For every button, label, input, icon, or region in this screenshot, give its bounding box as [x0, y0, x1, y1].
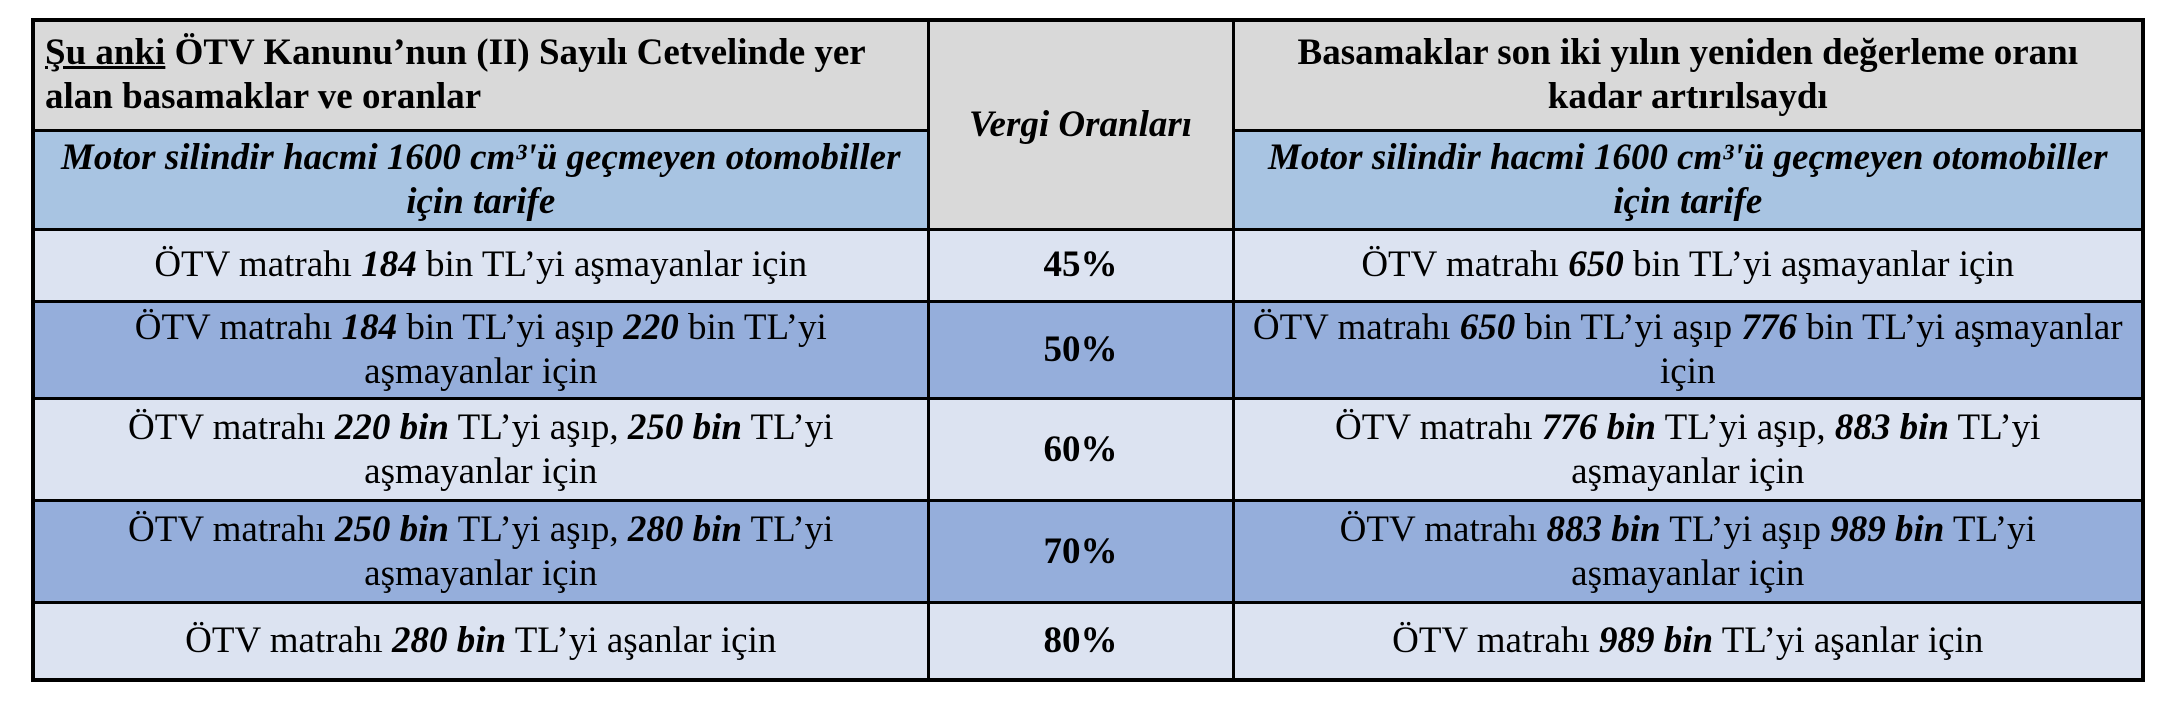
tax-rate: 80%: [926, 601, 1235, 682]
table-row: ÖTV matrahı 250 bin TL’yi aşıp, 280 bin …: [31, 499, 2145, 605]
header-current-underlined: Şu anki: [45, 32, 166, 74]
header-revalued-brackets: Basamaklar son iki yılın yeniden değerle…: [1231, 18, 2145, 132]
tax-rate: 45%: [926, 228, 1235, 303]
bracket-revalued: ÖTV matrahı 650 bin TL’yi aşıp 776 bin T…: [1231, 299, 2145, 401]
bracket-revalued: ÖTV matrahı 650 bin TL’yi aşmayanlar içi…: [1231, 228, 2145, 303]
bracket-current: ÖTV matrahı 250 bin TL’yi aşıp, 280 bin …: [31, 499, 930, 605]
table-row: ÖTV matrahı 184 bin TL’yi aşıp 220 bin T…: [31, 299, 2145, 401]
header-tax-rates: Vergi Oranları: [926, 18, 1235, 232]
table-row: ÖTV matrahı 280 bin TL’yi aşanlar için 8…: [31, 601, 2145, 682]
bracket-current: ÖTV matrahı 184 bin TL’yi aşıp 220 bin T…: [31, 299, 930, 401]
header-current-text: ÖTV Kanunu’nun (II) Sayılı Cetvelinde ye…: [45, 32, 866, 118]
table-row: ÖTV matrahı 220 bin TL’yi aşıp, 250 bin …: [31, 397, 2145, 503]
subheader-current-tariff: Motor silindir hacmi 1600 cm³'ü geçmeyen…: [31, 128, 930, 232]
tax-rate: 70%: [926, 499, 1235, 605]
otv-rate-table: Şu anki ÖTV Kanunu’nun (II) Sayılı Cetve…: [31, 18, 2145, 682]
tax-rate: 60%: [926, 397, 1235, 503]
bracket-current: ÖTV matrahı 220 bin TL’yi aşıp, 250 bin …: [31, 397, 930, 503]
bracket-current: ÖTV matrahı 280 bin TL’yi aşanlar için: [31, 601, 930, 682]
bracket-revalued: ÖTV matrahı 883 bin TL’yi aşıp 989 bin T…: [1231, 499, 2145, 605]
tax-rate: 50%: [926, 299, 1235, 401]
subheader-revalued-tariff: Motor silindir hacmi 1600 cm³'ü geçmeyen…: [1231, 128, 2145, 232]
bracket-revalued: ÖTV matrahı 776 bin TL’yi aşıp, 883 bin …: [1231, 397, 2145, 503]
bracket-revalued: ÖTV matrahı 989 bin TL’yi aşanlar için: [1231, 601, 2145, 682]
table-row: ÖTV matrahı 184 bin TL’yi aşmayanlar içi…: [31, 228, 2145, 303]
header-current-brackets: Şu anki ÖTV Kanunu’nun (II) Sayılı Cetve…: [31, 18, 930, 132]
bracket-current: ÖTV matrahı 184 bin TL’yi aşmayanlar içi…: [31, 228, 930, 303]
